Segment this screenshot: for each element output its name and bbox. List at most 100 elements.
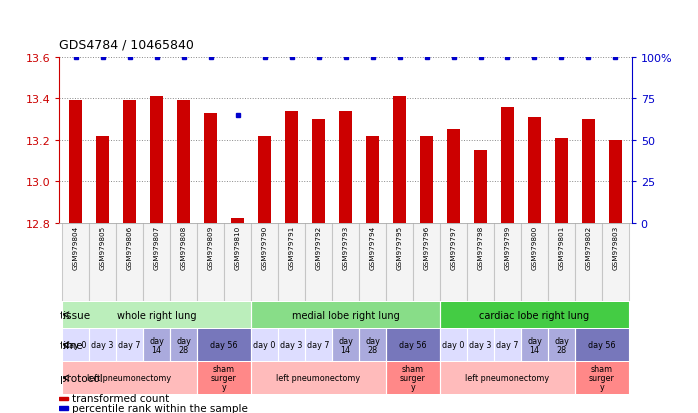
Text: day 56: day 56 [399, 340, 426, 349]
Bar [413, 223, 440, 301]
Bar [366, 136, 379, 223]
Bar [359, 223, 386, 301]
Bar [548, 329, 575, 361]
Bar [96, 136, 110, 223]
Bar [278, 329, 305, 361]
Bar [521, 329, 548, 361]
Text: left pneumonectomy: left pneumonectomy [466, 373, 549, 382]
Text: day 0: day 0 [443, 340, 465, 349]
Bar [197, 362, 251, 394]
Bar [467, 329, 494, 361]
Bar [251, 302, 440, 328]
Text: whole right lung: whole right lung [117, 310, 196, 320]
Bar [339, 112, 352, 223]
Bar [62, 302, 251, 328]
Bar [467, 223, 494, 301]
Text: day
28: day 28 [365, 336, 380, 354]
Text: day 0: day 0 [253, 340, 276, 349]
Bar [332, 223, 359, 301]
Text: day
28: day 28 [554, 336, 569, 354]
Text: GSM979791: GSM979791 [288, 225, 295, 270]
Bar [419, 136, 433, 223]
Bar [500, 107, 514, 223]
Bar [581, 120, 595, 223]
Text: day 3: day 3 [91, 340, 114, 349]
Text: GSM979810: GSM979810 [235, 225, 241, 270]
Bar [59, 396, 68, 400]
Text: day 7: day 7 [307, 340, 329, 349]
Bar [393, 97, 406, 223]
Text: day 56: day 56 [588, 340, 616, 349]
Bar [575, 223, 602, 301]
Text: GSM979807: GSM979807 [154, 225, 160, 270]
Bar [69, 101, 82, 223]
Text: GSM979808: GSM979808 [181, 225, 186, 270]
Bar [62, 362, 197, 394]
Text: GSM979795: GSM979795 [396, 225, 403, 270]
Text: left pneumonectomy: left pneumonectomy [276, 373, 361, 382]
Text: GSM979798: GSM979798 [477, 225, 484, 270]
Bar [116, 223, 143, 301]
Text: day 3: day 3 [469, 340, 491, 349]
Text: transformed count: transformed count [72, 394, 169, 404]
Text: GSM979796: GSM979796 [424, 225, 429, 270]
Bar [251, 329, 278, 361]
Bar [204, 114, 217, 223]
Bar [285, 112, 298, 223]
Text: medial lobe right lung: medial lobe right lung [292, 310, 399, 320]
Bar [62, 223, 89, 301]
Text: day 3: day 3 [281, 340, 303, 349]
Bar [440, 329, 467, 361]
Text: sham
surger
y: sham surger y [400, 364, 426, 392]
Bar [143, 223, 170, 301]
Bar [359, 329, 386, 361]
Bar [440, 362, 575, 394]
Text: cardiac lobe right lung: cardiac lobe right lung [480, 310, 590, 320]
Text: GSM979805: GSM979805 [100, 225, 105, 270]
Text: GSM979790: GSM979790 [262, 225, 267, 270]
Bar [494, 223, 521, 301]
Bar [62, 329, 89, 361]
Bar [177, 101, 191, 223]
Text: GSM979806: GSM979806 [126, 225, 133, 270]
Text: GSM979797: GSM979797 [450, 225, 456, 270]
Bar [59, 406, 68, 410]
Bar [386, 329, 440, 361]
Text: day 0: day 0 [64, 340, 87, 349]
Bar [123, 101, 136, 223]
Text: day
28: day 28 [176, 336, 191, 354]
Text: left pneumonectomy: left pneumonectomy [87, 373, 172, 382]
Bar [305, 223, 332, 301]
Bar [528, 118, 541, 223]
Bar [548, 223, 575, 301]
Text: day
14: day 14 [527, 336, 542, 354]
Text: time: time [59, 340, 83, 350]
Bar [494, 329, 521, 361]
Bar [386, 223, 413, 301]
Bar [197, 223, 224, 301]
Bar [231, 219, 244, 223]
Text: tissue: tissue [59, 310, 91, 320]
Text: GSM979804: GSM979804 [73, 225, 79, 270]
Text: GSM979803: GSM979803 [612, 225, 618, 270]
Bar [386, 362, 440, 394]
Bar [474, 151, 487, 223]
Bar [609, 140, 622, 223]
Bar [197, 329, 251, 361]
Text: day 56: day 56 [210, 340, 238, 349]
Bar [251, 362, 386, 394]
Text: day
14: day 14 [149, 336, 164, 354]
Bar [278, 223, 305, 301]
Bar [440, 302, 629, 328]
Bar [521, 223, 548, 301]
Bar [575, 362, 629, 394]
Bar [555, 138, 568, 223]
Text: day 7: day 7 [118, 340, 141, 349]
Text: GSM979801: GSM979801 [558, 225, 565, 270]
Text: sham
surger
y: sham surger y [589, 364, 615, 392]
Text: GSM979802: GSM979802 [586, 225, 591, 270]
Bar [332, 329, 359, 361]
Text: GSM979809: GSM979809 [207, 225, 214, 270]
Bar [170, 223, 197, 301]
Bar [251, 223, 278, 301]
